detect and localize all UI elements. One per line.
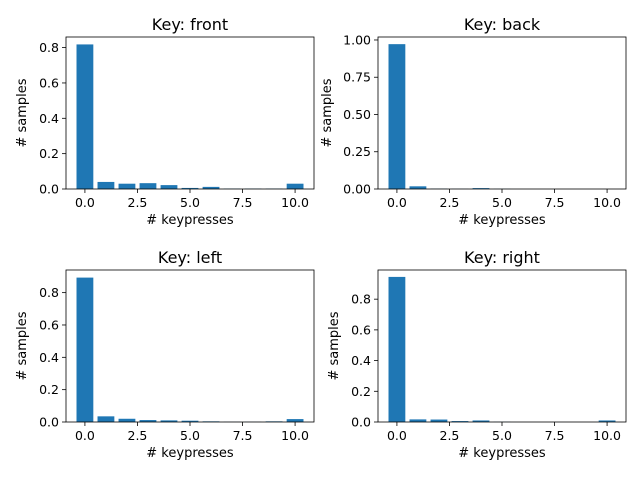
bar — [472, 188, 490, 189]
y-tick-label: 0.2 — [351, 384, 371, 399]
tick-group: 0.0 2.5 5.0 7.5 10.0 0.0 0.2 0.4 0.6 0.8 — [351, 269, 627, 443]
bar — [181, 420, 199, 422]
x-tick-label: 2.5 — [440, 428, 460, 443]
bar — [202, 186, 220, 189]
bar — [388, 276, 406, 422]
y-tick-label: 0.4 — [351, 353, 371, 368]
bar — [139, 183, 157, 189]
bar — [139, 420, 157, 422]
subplot-front: Key: front # keypresses # samples 0.0 2.5… — [15, 15, 315, 228]
bar-group — [388, 276, 616, 422]
subplot-title: Key: front — [152, 15, 228, 34]
y-tick-label: 0.6 — [39, 75, 59, 90]
y-tick-label: 0.6 — [351, 322, 371, 337]
bar — [451, 421, 469, 422]
x-tick-label: 7.5 — [545, 195, 565, 210]
y-tick-label: 0.0 — [351, 415, 371, 430]
y-tick-label: 1.00 — [343, 32, 371, 47]
tick-group: 0.0 2.5 5.0 7.5 10.0 0.00 0.25 0.50 0.75 1.00 — [343, 32, 627, 210]
bar — [181, 187, 199, 189]
bar — [286, 183, 304, 189]
x-axis-label: # keypresses — [458, 446, 546, 461]
bar — [76, 277, 94, 422]
tick-group: 0.0 2.5 5.0 7.5 10.0 0.0 0.2 0.4 0.6 0.8 — [39, 36, 315, 210]
y-tick-label: 0.2 — [39, 146, 59, 161]
x-tick-label: 10.0 — [281, 428, 309, 443]
y-axis-label: # samples — [15, 311, 30, 380]
y-tick-label: 0.25 — [343, 144, 371, 159]
bar — [409, 186, 427, 189]
x-tick-label: 7.5 — [233, 195, 253, 210]
bar — [76, 44, 94, 190]
bar — [430, 419, 448, 422]
subplot-back: Key: back # keypresses # samples 0.0 2.5 5… — [320, 15, 627, 228]
subplot-right: Key: right # keypresses # samples 0.0 2.5… — [327, 248, 627, 461]
bar — [286, 419, 304, 422]
y-tick-label: 0.0 — [39, 415, 59, 430]
y-tick-label: 0.8 — [351, 292, 371, 307]
x-tick-label: 5.0 — [180, 195, 200, 210]
bar — [118, 183, 136, 189]
x-tick-label: 5.0 — [492, 428, 512, 443]
x-tick-label: 7.5 — [545, 428, 565, 443]
x-tick-label: 10.0 — [593, 195, 621, 210]
x-axis-label: # keypresses — [146, 446, 234, 461]
y-tick-label: 0.50 — [343, 107, 371, 122]
x-axis-label: # keypresses — [458, 213, 546, 228]
bar — [97, 416, 115, 422]
x-tick-label: 2.5 — [128, 195, 148, 210]
x-tick-label: 7.5 — [233, 428, 253, 443]
y-tick-label: 0.8 — [39, 40, 59, 55]
bar — [160, 420, 178, 422]
subplot-title: Key: left — [158, 248, 222, 267]
y-axis-label: # samples — [15, 78, 30, 147]
y-tick-label: 0.2 — [39, 382, 59, 397]
y-tick-label: 0.4 — [39, 350, 59, 365]
x-tick-label: 2.5 — [440, 195, 460, 210]
x-axis-label: # keypresses — [146, 213, 234, 228]
y-axis-label: # samples — [327, 311, 342, 380]
x-tick-label: 5.0 — [492, 195, 512, 210]
x-tick-label: 0.0 — [387, 428, 407, 443]
y-tick-label: 0.75 — [343, 70, 371, 85]
subplot-title: Key: back — [464, 15, 541, 34]
bar — [472, 420, 490, 422]
y-tick-label: 0.0 — [39, 182, 59, 197]
tick-group: 0.0 2.5 5.0 7.5 10.0 0.0 0.2 0.4 0.6 0.8 — [39, 269, 315, 443]
bar-group — [76, 44, 304, 190]
subplot-title: Key: right — [464, 248, 540, 267]
bar — [97, 181, 115, 189]
x-tick-label: 2.5 — [128, 428, 148, 443]
x-tick-label: 10.0 — [281, 195, 309, 210]
y-tick-label: 0.4 — [39, 111, 59, 126]
bar — [598, 420, 616, 422]
y-axis-label: # samples — [320, 78, 335, 147]
bar — [388, 44, 406, 190]
y-tick-label: 0.00 — [343, 182, 371, 197]
y-tick-label: 0.8 — [39, 285, 59, 300]
x-tick-label: 0.0 — [75, 195, 95, 210]
subplot-left: Key: left # keypresses # samples 0.0 2.5 5… — [15, 248, 315, 461]
x-tick-label: 5.0 — [180, 428, 200, 443]
x-tick-label: 0.0 — [387, 195, 407, 210]
bar — [409, 419, 427, 422]
bar — [118, 418, 136, 422]
y-tick-label: 0.6 — [39, 317, 59, 332]
bar — [160, 185, 178, 189]
x-tick-label: 0.0 — [75, 428, 95, 443]
x-tick-label: 10.0 — [593, 428, 621, 443]
